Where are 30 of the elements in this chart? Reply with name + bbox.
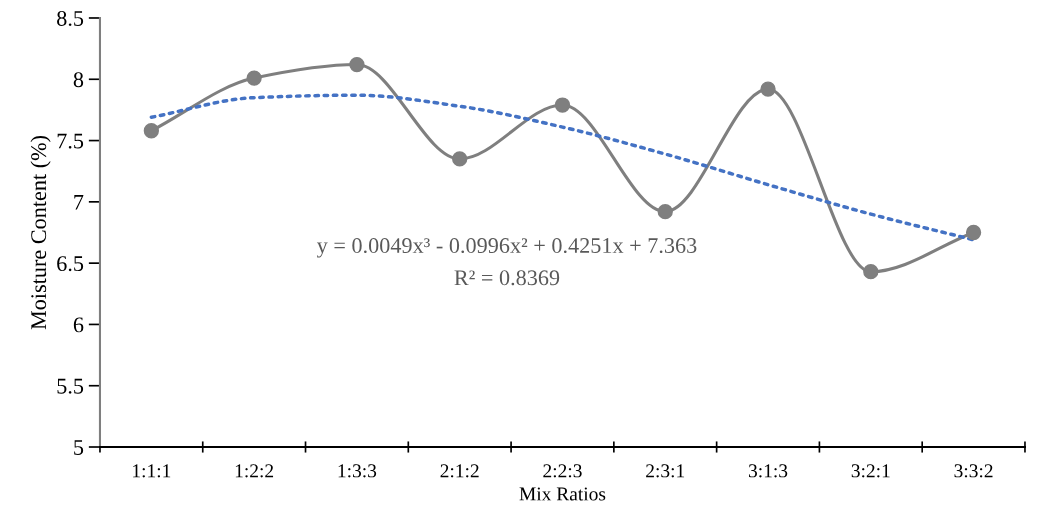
point [657, 204, 673, 220]
x-tick-label: 1:1:1 [133, 464, 171, 478]
y-tick-label: 7 [74, 195, 84, 210]
y-tick-label: 8.5 [57, 10, 84, 27]
y-tick-label: 6 [73, 317, 84, 333]
annotation: y = 0.0049x³ - 0.0996x² + 0.4251x + 7.363 [316, 238, 697, 258]
point [246, 70, 262, 86]
y-tick-label: 5.5 [57, 378, 84, 394]
x-tick-label: 2:2:3 [543, 464, 582, 478]
x-tick-label: 3:1:3 [748, 464, 788, 478]
x-tick-label: 1:2:2 [235, 464, 274, 478]
point [554, 97, 571, 113]
x-tick-label: 2:3:1 [646, 464, 685, 478]
y-tick-label: 5 [74, 440, 84, 455]
x-axis-title: Mix Ratios [519, 487, 606, 501]
x-tick-label: 3:2:1 [851, 464, 890, 478]
y-tick-label: 6.5 [57, 256, 84, 272]
point [863, 264, 879, 280]
point [143, 123, 159, 139]
x-tick-label: 1:3:3 [338, 464, 377, 478]
x-tick-label: 3:3:2 [954, 464, 993, 478]
y-axis-title: Moisture Content (%) [30, 135, 51, 330]
x-tick-label: 2:1:2 [440, 464, 479, 478]
point [452, 151, 468, 167]
annotation: R² = 0.8369 [454, 270, 560, 286]
point [349, 56, 365, 73]
point [965, 224, 982, 241]
y-tick-label: 7.5 [57, 133, 84, 149]
y-tick-label: 8 [73, 72, 84, 88]
point [760, 81, 776, 97]
